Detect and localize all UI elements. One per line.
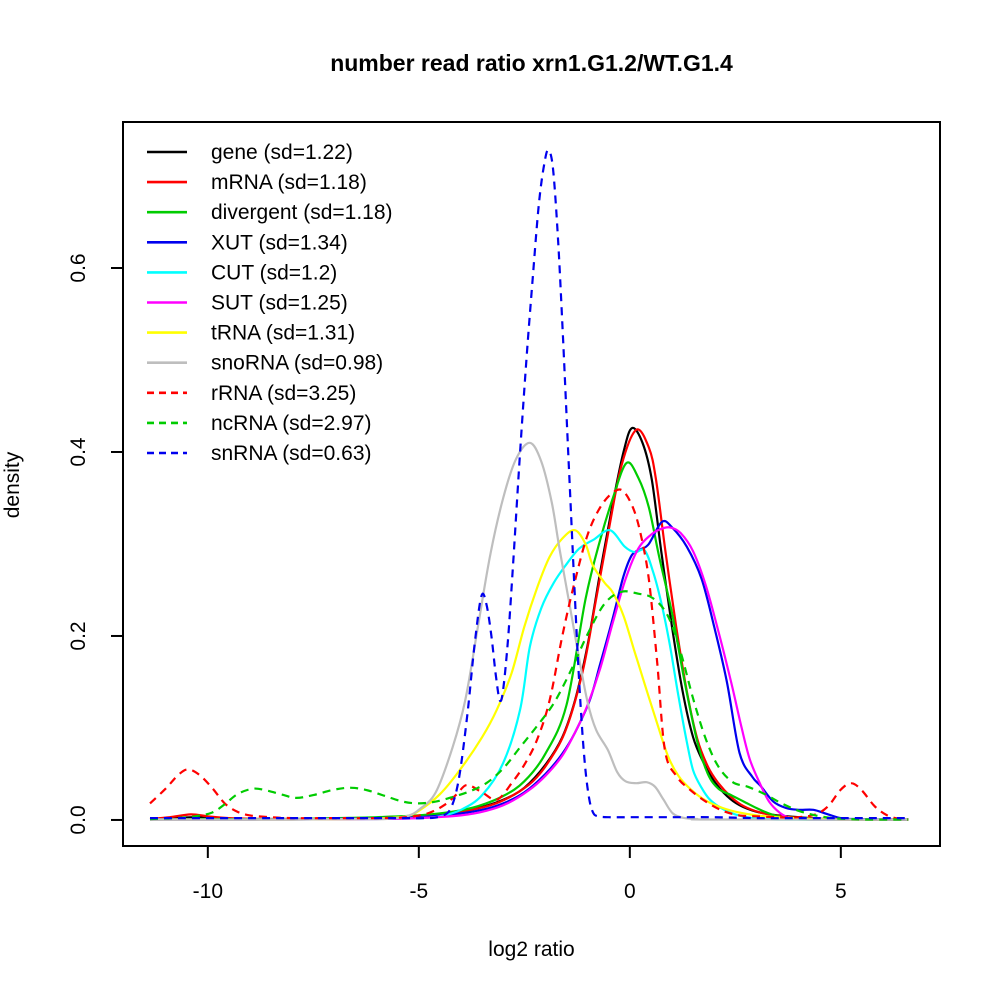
x-tick-label: -10 — [193, 880, 223, 903]
y-tick-label: 0.6 — [67, 253, 90, 282]
legend-label-snoRNA: snoRNA (sd=0.98) — [211, 352, 383, 375]
x-axis-label: log2 ratio — [488, 938, 575, 961]
curve-snRNA — [150, 148, 907, 820]
legend-label-gene: gene (sd=1.22) — [211, 141, 353, 164]
curve-divergent — [149, 461, 909, 821]
y-tick-label: 0.2 — [67, 621, 90, 650]
y-axis-label: density — [1, 451, 24, 519]
legend-label-ncRNA: ncRNA (sd=2.97) — [211, 412, 372, 435]
legend-label-XUT: XUT (sd=1.34) — [211, 231, 348, 254]
legend-label-mRNA: mRNA (sd=1.18) — [211, 171, 367, 194]
legend-label-CUT: CUT (sd=1.2) — [211, 261, 337, 284]
x-tick-label: 5 — [835, 880, 847, 903]
curve-SUT — [149, 526, 909, 821]
y-tick-label: 0.0 — [67, 805, 90, 834]
legend-label-rRNA: rRNA (sd=3.25) — [211, 382, 356, 405]
curve-mRNA — [149, 428, 909, 821]
legend-label-SUT: SUT (sd=1.25) — [211, 292, 348, 315]
curve-tRNA — [149, 529, 909, 821]
y-tick-label: 0.4 — [67, 437, 90, 467]
curve-snoRNA — [149, 441, 909, 821]
x-tick-label: -5 — [409, 880, 428, 903]
curve-gene — [149, 426, 909, 821]
curve-rRNA — [149, 488, 909, 821]
plot-frame — [122, 121, 941, 847]
legend-label-snRNA: snRNA (sd=0.63) — [211, 442, 372, 465]
chart-title: number read ratio xrn1.G1.2/WT.G1.4 — [330, 50, 733, 76]
legend-label-divergent: divergent (sd=1.18) — [211, 201, 393, 224]
curve-ncRNA — [149, 590, 909, 821]
x-tick-label: 0 — [624, 880, 636, 903]
legend-label-tRNA: tRNA (sd=1.31) — [211, 322, 355, 345]
